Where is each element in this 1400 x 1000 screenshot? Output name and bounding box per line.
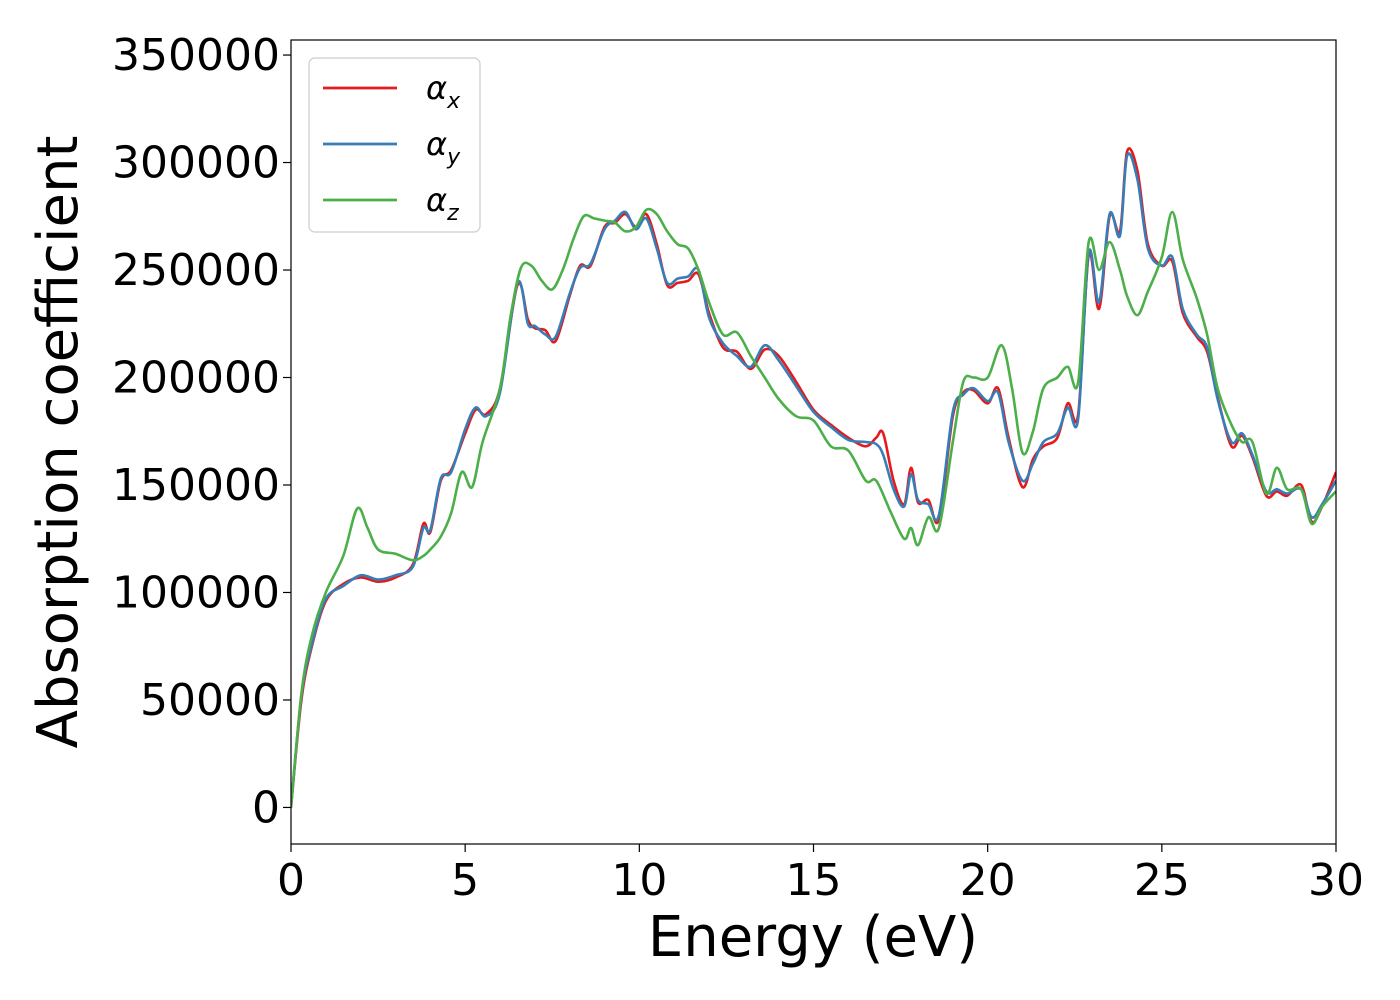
y-tick-label: 150000: [112, 460, 280, 511]
legend-label-y: αy: [426, 125, 461, 170]
series-line-z: [291, 207, 1336, 808]
y-tick-label: 100000: [112, 567, 280, 618]
x-tick-label: 15: [786, 855, 842, 906]
x-tick-label: 25: [1134, 855, 1190, 906]
x-tick-label: 20: [960, 855, 1016, 906]
y-tick-label: 300000: [112, 138, 280, 189]
y-tick-label: 200000: [112, 353, 280, 404]
y-tick-label: 350000: [112, 30, 280, 81]
x-axis-ticks: 0 5 10 15 20 25 30: [277, 844, 1364, 906]
y-axis-ticks: 0 50000 100000 150000 200000 250000 300000 3500…: [112, 30, 291, 833]
x-axis-title: Energy (eV): [648, 905, 978, 970]
y-tick-label: 50000: [140, 675, 280, 726]
x-tick-label: 30: [1308, 855, 1364, 906]
x-tick-label: 0: [277, 855, 305, 906]
x-tick-label: 10: [611, 855, 667, 906]
series-layer: [291, 147, 1336, 808]
y-axis-title: Absorption coefficient: [26, 136, 91, 749]
y-tick-label: 0: [252, 782, 280, 833]
x-tick-label: 5: [451, 855, 479, 906]
y-tick-label: 250000: [112, 245, 280, 296]
series-line-y: [291, 152, 1336, 808]
